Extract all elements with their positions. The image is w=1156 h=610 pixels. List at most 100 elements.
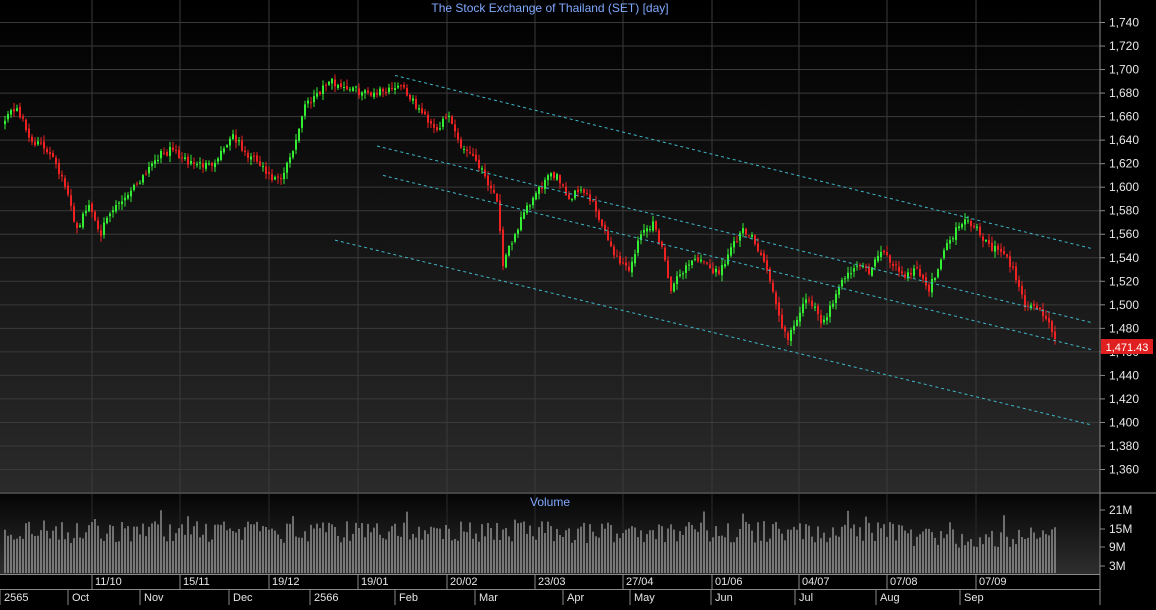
candle bbox=[1027, 301, 1029, 311]
candle bbox=[754, 234, 756, 247]
candle bbox=[736, 235, 738, 243]
candle bbox=[40, 137, 42, 146]
candle bbox=[1009, 250, 1011, 273]
candle bbox=[814, 302, 816, 312]
candle bbox=[214, 159, 216, 172]
candle bbox=[868, 263, 870, 276]
candle bbox=[604, 221, 606, 234]
candle bbox=[658, 228, 660, 245]
volume-tick-label: 15M bbox=[1109, 522, 1132, 536]
candle bbox=[7, 110, 9, 123]
candle bbox=[691, 260, 693, 269]
candle bbox=[571, 198, 573, 202]
candle bbox=[760, 249, 762, 257]
month-label: Dec bbox=[233, 592, 253, 604]
date-tick-label: 19/12 bbox=[272, 576, 300, 588]
candle bbox=[994, 240, 996, 258]
candle bbox=[742, 223, 744, 238]
candle bbox=[352, 86, 354, 92]
volume-title: Volume bbox=[530, 495, 570, 509]
candle bbox=[325, 82, 327, 92]
price-tick-label: 1,720 bbox=[1109, 39, 1139, 53]
candle bbox=[298, 128, 300, 143]
candle bbox=[598, 208, 600, 223]
candle bbox=[1024, 289, 1026, 311]
candle bbox=[1015, 262, 1017, 284]
candle bbox=[718, 266, 720, 276]
candle bbox=[520, 211, 522, 232]
candle bbox=[640, 230, 642, 245]
trend-channels bbox=[334, 74, 1092, 426]
candle bbox=[853, 264, 855, 278]
candle bbox=[847, 266, 849, 282]
candle bbox=[160, 148, 162, 164]
candle bbox=[952, 236, 954, 243]
price-tick-label: 1,360 bbox=[1109, 463, 1139, 477]
candle bbox=[874, 256, 876, 271]
last-price-badge: 1,471.43 bbox=[1101, 339, 1153, 354]
candle bbox=[463, 145, 465, 154]
month-label: Mar bbox=[479, 592, 498, 604]
candle bbox=[61, 170, 63, 182]
candle bbox=[67, 181, 69, 197]
candle bbox=[460, 136, 462, 149]
candle bbox=[775, 290, 777, 310]
candle bbox=[229, 136, 231, 151]
candle bbox=[967, 215, 969, 224]
candle bbox=[601, 218, 603, 228]
candle bbox=[307, 97, 309, 108]
price-tick-label: 1,640 bbox=[1109, 133, 1139, 147]
candle bbox=[703, 260, 705, 265]
candle bbox=[856, 261, 858, 271]
candle bbox=[274, 175, 276, 181]
candle bbox=[343, 81, 345, 92]
candle bbox=[667, 256, 669, 279]
price-tick-label: 1,440 bbox=[1109, 368, 1139, 382]
price-tick-labels: 1,3601,3801,4001,4201,4401,4601,4801,500… bbox=[1100, 16, 1139, 477]
candle bbox=[322, 80, 324, 101]
date-tick-label: 07/09 bbox=[979, 576, 1007, 588]
candle bbox=[16, 104, 18, 112]
candle bbox=[265, 161, 267, 180]
candle bbox=[4, 115, 6, 130]
candle bbox=[934, 277, 936, 283]
candle bbox=[142, 173, 144, 185]
candle bbox=[769, 266, 771, 284]
candle bbox=[412, 94, 414, 105]
candle bbox=[991, 236, 993, 253]
candle bbox=[505, 253, 507, 269]
candle bbox=[91, 201, 93, 218]
channel-line-lower bbox=[334, 239, 1092, 426]
candle bbox=[97, 216, 99, 233]
candle bbox=[58, 158, 60, 180]
candle bbox=[286, 161, 288, 179]
candle bbox=[292, 150, 294, 160]
candle bbox=[397, 82, 399, 90]
candle bbox=[610, 236, 612, 248]
candle bbox=[907, 268, 909, 282]
candle bbox=[364, 88, 366, 99]
candle bbox=[85, 205, 87, 217]
candle bbox=[766, 254, 768, 274]
price-tick-label: 1,700 bbox=[1109, 63, 1139, 77]
candle bbox=[1042, 302, 1044, 322]
candle bbox=[655, 220, 657, 233]
candle bbox=[313, 89, 315, 108]
month-labels: 2565 Oct Nov Dec 2566 Feb Mar Apr May Jun Jul Aug Se… bbox=[0, 590, 984, 605]
candle bbox=[1000, 243, 1002, 258]
month-label: 2566 bbox=[314, 592, 338, 604]
candle bbox=[199, 157, 201, 170]
date-tick-label: 27/04 bbox=[626, 576, 654, 588]
channel-line-mid-lower bbox=[382, 174, 1092, 351]
candle bbox=[616, 249, 618, 257]
candle bbox=[109, 211, 111, 223]
candle bbox=[385, 87, 387, 97]
date-tick-labels: 11/10 15/11 19/12 19/01 20/02 23/03 27/04 01/06… bbox=[91, 575, 1007, 589]
candle bbox=[646, 225, 648, 238]
candle bbox=[334, 74, 336, 93]
candle bbox=[565, 182, 567, 196]
candle bbox=[442, 116, 444, 130]
candle bbox=[259, 155, 261, 167]
candle bbox=[685, 262, 687, 279]
candle bbox=[997, 243, 999, 256]
